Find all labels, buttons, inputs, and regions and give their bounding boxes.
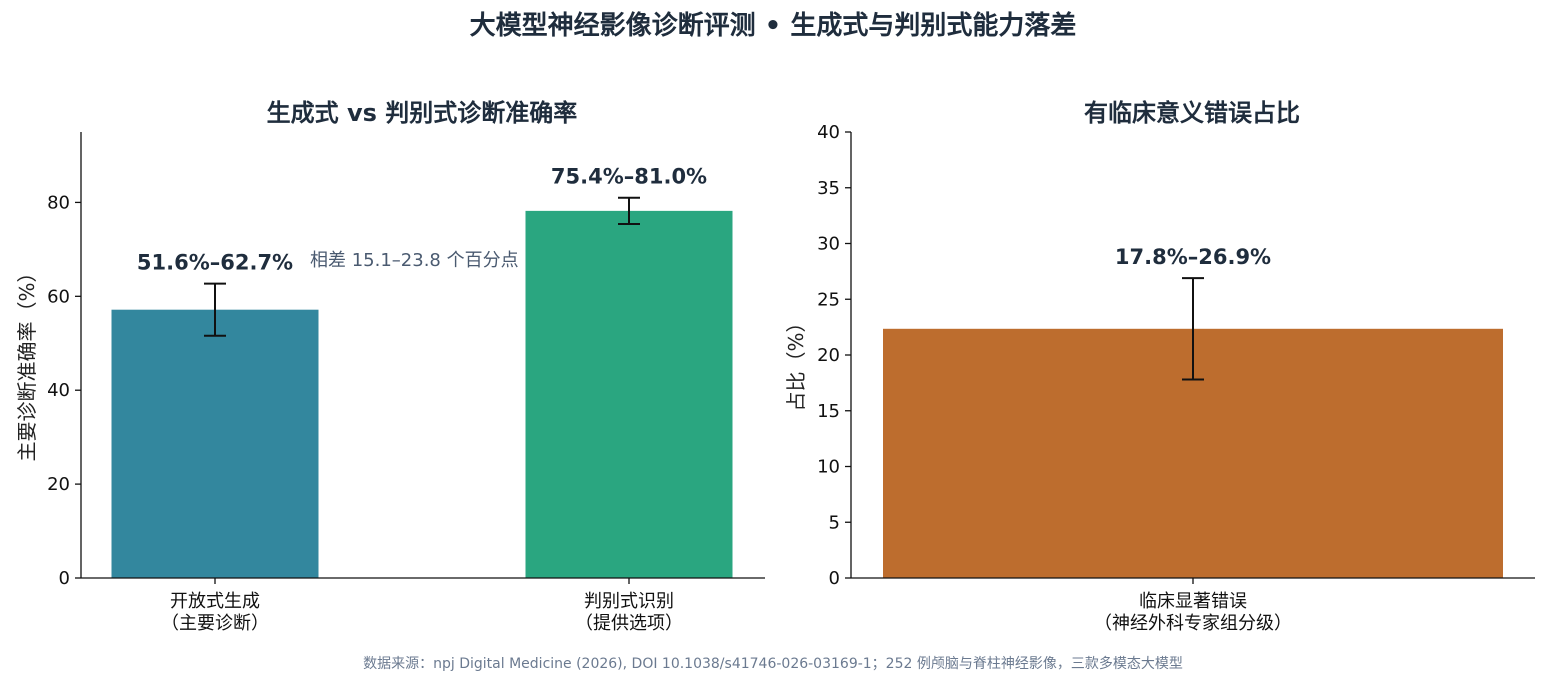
accuracy-y-tick-label-40: 40 bbox=[47, 380, 70, 401]
error-y-tick-label-35: 35 bbox=[817, 178, 840, 199]
accuracy-category-label-0: 开放式生成（主要诊断） bbox=[161, 591, 269, 634]
difference-annotation: 相差 15.1–23.8 个百分点 bbox=[310, 250, 519, 271]
accuracy-value-label-0: 51.6%–62.7% bbox=[137, 251, 293, 275]
error-y-tick-label-40: 40 bbox=[817, 122, 840, 143]
error-y-tick-label-5: 5 bbox=[829, 512, 840, 533]
accuracy-y-tick-label-60: 60 bbox=[47, 286, 70, 307]
error-value-label-0: 17.8%–26.9% bbox=[1115, 245, 1271, 269]
accuracy-chart: 生成式 vs 判别式诊断准确率 主要诊断准确率（%） 相差 15.1–23.8 … bbox=[15, 99, 765, 634]
error-y-tick-label-15: 15 bbox=[817, 401, 840, 422]
error-y-tick-label-25: 25 bbox=[817, 289, 840, 310]
data-source-note: 数据来源：npj Digital Medicine (2026), DOI 10… bbox=[363, 655, 1183, 672]
accuracy-y-tick-label-0: 0 bbox=[59, 568, 70, 589]
error-category-label-0: 临床显著错误（神经外科专家组分级） bbox=[1094, 591, 1292, 634]
figure-title: 大模型神经影像诊断评测 • 生成式与判别式能力落差 bbox=[470, 10, 1077, 41]
error-chart-title: 有临床意义错误占比 bbox=[1084, 99, 1300, 127]
error-y-axis-label: 占比（%） bbox=[784, 312, 808, 411]
error-y-tick-label-20: 20 bbox=[817, 345, 840, 366]
accuracy-chart-title: 生成式 vs 判别式诊断准确率 bbox=[267, 99, 578, 127]
accuracy-bar-0 bbox=[111, 309, 319, 578]
accuracy-bar-1 bbox=[525, 210, 733, 578]
error-rate-chart: 有临床意义错误占比 占比（%） 17.8%–26.9% 0 5 10 15 20 25 30 3… bbox=[784, 99, 1535, 634]
error-y-tick-label-30: 30 bbox=[817, 234, 840, 255]
error-y-tick-label-0: 0 bbox=[829, 568, 840, 589]
accuracy-value-label-1: 75.4%–81.0% bbox=[551, 165, 707, 189]
accuracy-y-axis-label: 主要诊断准确率（%） bbox=[15, 262, 39, 461]
accuracy-y-tick-label-20: 20 bbox=[47, 474, 70, 495]
error-y-tick-label-10: 10 bbox=[817, 457, 840, 478]
accuracy-y-tick-label-80: 80 bbox=[47, 192, 70, 213]
accuracy-category-label-1: 判别式识别（提供选项） bbox=[575, 591, 683, 634]
